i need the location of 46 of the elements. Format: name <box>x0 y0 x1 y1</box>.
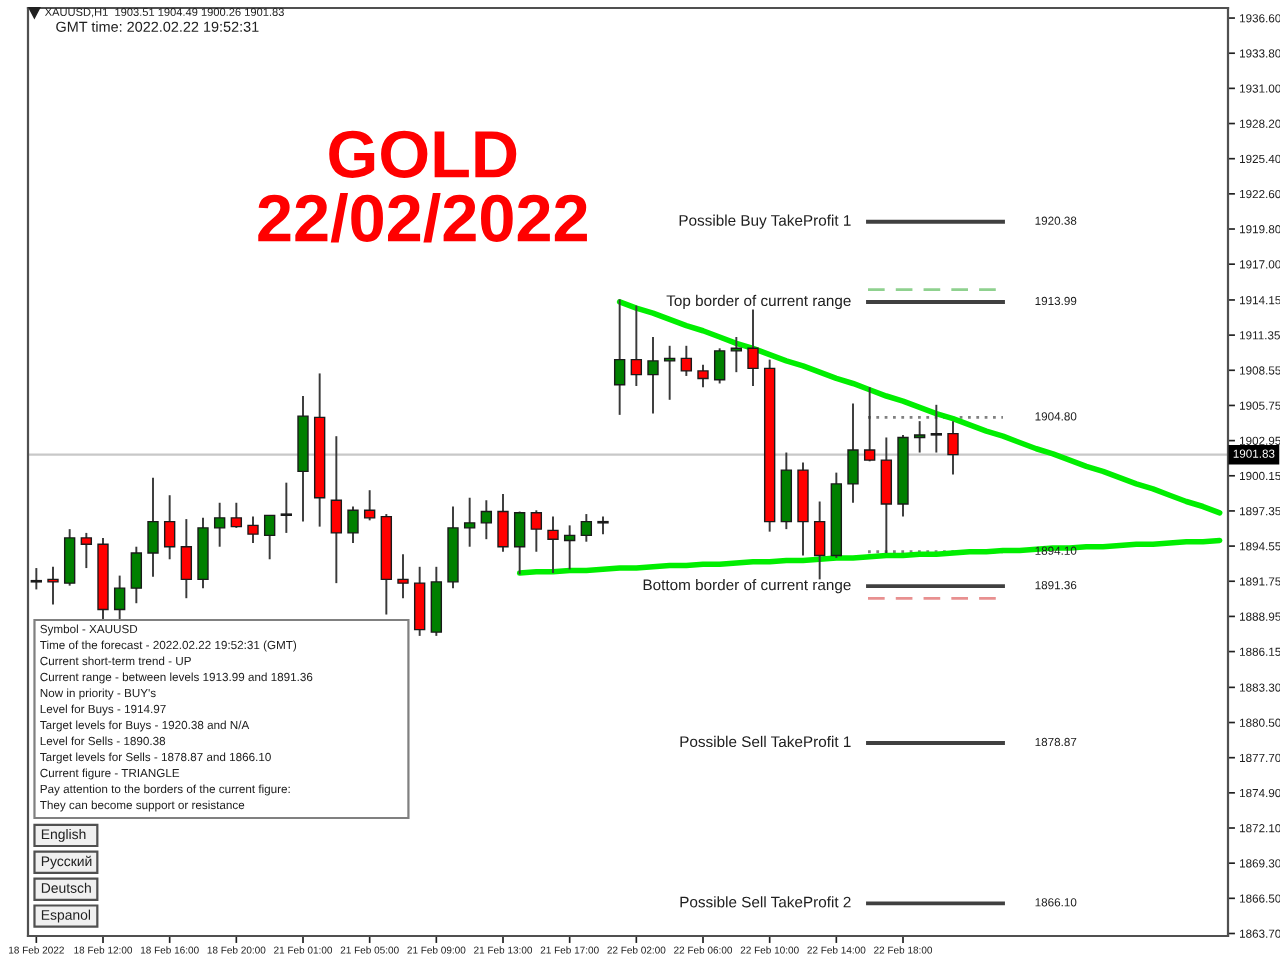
candlestick <box>847 402 859 504</box>
line-series <box>516 537 1223 576</box>
candlestick <box>813 500 826 581</box>
candlestick <box>663 344 676 401</box>
candlestick <box>113 574 126 621</box>
candlestick <box>180 518 193 600</box>
candlestick <box>47 565 59 606</box>
candlestick <box>547 515 559 575</box>
candlestick <box>563 524 576 571</box>
candlestick <box>413 565 426 637</box>
candlestick <box>530 509 543 553</box>
candlestick <box>247 515 259 544</box>
candlestick <box>947 420 959 476</box>
candlestick <box>513 510 526 576</box>
candlestick <box>630 304 643 387</box>
candlestick <box>647 336 659 415</box>
text: GOLD <box>329 130 517 178</box>
candlestick <box>697 363 709 389</box>
candlestick <box>363 489 376 522</box>
candlestick <box>280 481 293 534</box>
candlestick <box>613 298 626 416</box>
candlestick <box>863 386 876 463</box>
candlestick <box>397 553 409 600</box>
candlestick <box>747 308 759 387</box>
text: 22/02/2022 <box>258 192 587 243</box>
candlestick <box>347 505 359 544</box>
candlestick <box>463 496 476 548</box>
candlestick <box>30 567 43 591</box>
candlestick <box>63 528 76 587</box>
candlestick <box>730 336 743 374</box>
candlestick <box>163 494 176 561</box>
candlestick <box>230 501 243 529</box>
candlestick <box>480 499 493 541</box>
candlestick <box>80 531 93 570</box>
candlestick <box>147 476 159 578</box>
candlestick <box>130 545 143 605</box>
candlestick <box>213 501 226 548</box>
candlestick <box>263 514 276 561</box>
candlestick <box>913 420 926 454</box>
candlestick <box>930 403 943 454</box>
candlestick <box>713 347 726 385</box>
candlestick <box>580 513 593 543</box>
candlestick <box>880 436 893 554</box>
candlestick <box>680 344 693 377</box>
candlestick <box>497 493 509 553</box>
candlestick <box>330 435 343 585</box>
